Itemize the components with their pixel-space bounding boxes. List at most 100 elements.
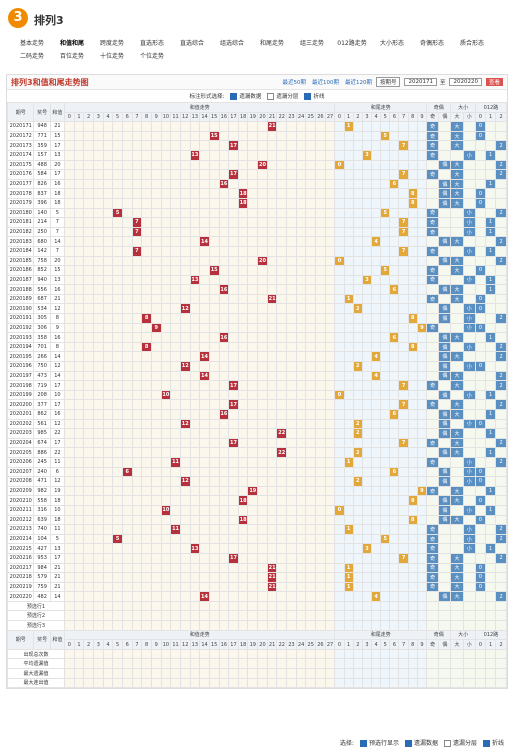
tail-cell bbox=[352, 514, 363, 526]
checkbox-option[interactable]: 遗漏数据 bbox=[404, 738, 438, 747]
blank-cell bbox=[73, 620, 85, 631]
sum-cell bbox=[92, 332, 104, 343]
tail-cell bbox=[407, 543, 418, 554]
checkbox[interactable] bbox=[304, 93, 312, 100]
nav-item[interactable]: 十位走势 bbox=[99, 53, 124, 60]
sum-cell bbox=[121, 389, 133, 401]
sum-cell bbox=[131, 274, 143, 286]
sum-cell bbox=[189, 217, 201, 228]
checkbox[interactable] bbox=[359, 740, 367, 747]
checkbox[interactable] bbox=[230, 93, 238, 100]
checkbox-option[interactable]: 遗漏分层 bbox=[443, 738, 477, 747]
sum-cell bbox=[247, 293, 259, 305]
tail-cell bbox=[334, 217, 345, 228]
tail-cell bbox=[371, 552, 382, 564]
from-input[interactable]: 2020171 bbox=[404, 78, 437, 86]
sum-cell bbox=[257, 207, 268, 219]
checkbox[interactable] bbox=[443, 740, 451, 747]
nav-item[interactable]: 大小形态 bbox=[379, 40, 404, 47]
tail-cell bbox=[407, 552, 418, 564]
checkbox[interactable] bbox=[404, 740, 412, 747]
sum-cell bbox=[286, 322, 297, 334]
sum-cell bbox=[324, 245, 336, 257]
tail-cell bbox=[407, 303, 418, 315]
nav-item[interactable]: 和值和尾 bbox=[59, 40, 84, 47]
tail-cell bbox=[352, 466, 363, 478]
sum-cell bbox=[160, 351, 172, 363]
sum-cell bbox=[102, 418, 114, 430]
sum-cell bbox=[315, 207, 326, 219]
nav-item[interactable]: 跨度走势 bbox=[99, 40, 124, 47]
sum-cell bbox=[218, 274, 230, 286]
sum-cell bbox=[208, 543, 220, 554]
winning-number: 862 bbox=[33, 409, 51, 420]
sum-cell bbox=[83, 399, 94, 410]
sum-cell bbox=[131, 485, 143, 497]
recent-link[interactable]: 最近120期 bbox=[344, 80, 372, 86]
checkbox-option[interactable]: 折线 bbox=[482, 738, 504, 747]
tail-cell bbox=[343, 245, 354, 257]
nav-item[interactable]: 012路走势 bbox=[337, 40, 367, 47]
sum-cell bbox=[92, 370, 104, 382]
recent-link[interactable]: 最近100期 bbox=[311, 80, 339, 86]
sum-cell bbox=[324, 370, 336, 382]
mod-cell bbox=[474, 255, 487, 267]
sum-cell bbox=[324, 447, 336, 458]
to-input[interactable]: 2020220 bbox=[449, 78, 482, 86]
mod-cell bbox=[495, 543, 507, 554]
nav-item[interactable]: 基本走势 bbox=[19, 40, 44, 47]
sum-value: 5 bbox=[49, 533, 66, 545]
sum-cell bbox=[208, 495, 220, 506]
sum-value: 20 bbox=[49, 255, 66, 267]
checkbox-option[interactable]: 遗漏分层 bbox=[267, 92, 298, 100]
checkbox-option[interactable]: 折线 bbox=[304, 92, 324, 100]
recent-link[interactable]: 最近50期 bbox=[282, 80, 306, 86]
nav-item[interactable]: 百位走势 bbox=[59, 53, 84, 60]
sum-cell bbox=[73, 197, 85, 209]
sum-cell bbox=[131, 197, 143, 209]
nav-item[interactable]: 奇偶形态 bbox=[419, 40, 444, 47]
size-cell bbox=[462, 485, 476, 497]
mod-cell bbox=[474, 591, 487, 602]
view-button[interactable]: 查看 bbox=[485, 78, 503, 86]
sum-cell bbox=[150, 217, 162, 228]
tail-cell bbox=[352, 389, 363, 401]
sum-cell bbox=[73, 217, 85, 228]
checkbox[interactable] bbox=[482, 740, 490, 747]
nav-item[interactable]: 组选综合 bbox=[219, 40, 244, 47]
sum-cell bbox=[218, 130, 230, 142]
sum-cell bbox=[324, 361, 336, 372]
column-header: 和值 bbox=[49, 629, 66, 650]
parity-cell bbox=[426, 495, 440, 506]
nav-item[interactable]: 个位走势 bbox=[139, 53, 164, 60]
tail-cell bbox=[371, 504, 382, 516]
blank-cell bbox=[426, 648, 440, 660]
nav-item[interactable]: 和尾走势 bbox=[259, 40, 284, 47]
sum-cell bbox=[150, 351, 162, 363]
nav-item[interactable]: 直选综合 bbox=[179, 40, 204, 47]
checkbox-option[interactable]: 遗漏数据 bbox=[230, 92, 261, 100]
sum-cell bbox=[160, 303, 172, 315]
mod-cell bbox=[495, 389, 507, 401]
sum-cell bbox=[286, 504, 297, 516]
tail-cell bbox=[343, 552, 354, 564]
tail-cell bbox=[398, 533, 409, 545]
blank-cell bbox=[352, 658, 363, 670]
sum-cell bbox=[237, 504, 249, 516]
sum-cell bbox=[189, 572, 201, 583]
select[interactable]: 按期号 bbox=[375, 77, 401, 87]
sum-cell bbox=[208, 313, 220, 324]
sum-cell bbox=[73, 552, 85, 564]
nav-item[interactable]: 组三走势 bbox=[299, 40, 324, 47]
nav-item[interactable]: 二码走势 bbox=[19, 53, 44, 60]
checkbox-option[interactable]: 预选行显示 bbox=[359, 738, 399, 747]
sum-cell bbox=[286, 591, 297, 602]
nav-item[interactable]: 直选形态 bbox=[139, 40, 164, 47]
nav-item[interactable]: 质合形态 bbox=[459, 40, 484, 47]
size-hit: 小 bbox=[462, 533, 476, 545]
sum-cell bbox=[83, 581, 94, 593]
checkbox[interactable] bbox=[267, 93, 275, 100]
sum-cell bbox=[286, 370, 297, 382]
size-hit: 大 bbox=[450, 562, 464, 574]
tail-cell bbox=[334, 245, 345, 257]
